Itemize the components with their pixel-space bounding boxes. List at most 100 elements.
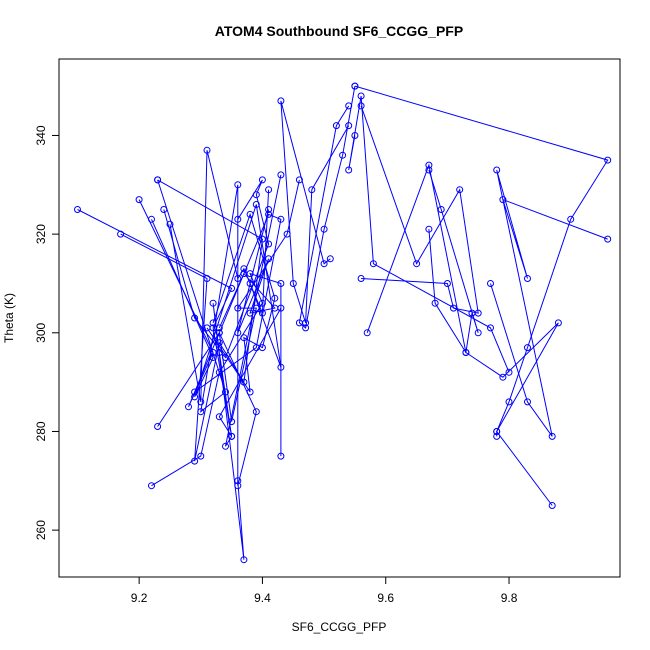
data-point xyxy=(493,166,501,174)
data-point xyxy=(308,186,316,194)
data-point xyxy=(215,329,223,337)
series-line xyxy=(169,150,270,402)
data-point xyxy=(277,97,285,105)
data-point xyxy=(258,176,266,184)
data-point xyxy=(277,280,285,287)
data-point xyxy=(277,171,285,179)
series-line xyxy=(120,179,263,462)
data-point xyxy=(222,442,229,450)
data-point xyxy=(604,235,612,243)
data-point xyxy=(74,206,81,213)
data-point xyxy=(524,344,531,352)
data-point xyxy=(604,156,612,164)
chart-title: ATOM4 Southbound SF6_CCGG_PFP xyxy=(215,23,463,39)
data-point xyxy=(357,275,365,282)
data-point xyxy=(277,215,285,223)
data-point xyxy=(265,255,273,263)
data-point xyxy=(228,418,236,426)
series-line xyxy=(366,163,559,437)
data-point xyxy=(209,319,217,327)
y-axis-label: Theta (K) xyxy=(2,293,16,343)
data-point xyxy=(154,423,162,430)
data-point xyxy=(240,270,248,278)
data-point xyxy=(450,304,457,312)
data-point xyxy=(252,201,260,208)
data-point xyxy=(425,225,433,233)
data-point xyxy=(505,368,513,376)
data-point xyxy=(222,354,229,361)
data-point xyxy=(413,260,421,268)
data-point xyxy=(215,324,223,332)
data-point xyxy=(240,334,248,342)
data-point xyxy=(493,432,501,440)
data-point xyxy=(148,482,155,490)
data-point xyxy=(339,151,347,159)
data-point xyxy=(191,393,199,401)
x-tick-label: 9.4 xyxy=(254,591,271,605)
data-point xyxy=(302,324,310,332)
x-tick-label: 9.2 xyxy=(131,591,148,605)
series-line xyxy=(157,179,257,486)
data-point xyxy=(283,230,291,238)
data-point xyxy=(345,102,353,110)
data-point xyxy=(265,210,273,218)
data-point xyxy=(277,452,285,460)
data-point xyxy=(258,235,266,243)
data-point xyxy=(265,240,273,248)
data-point xyxy=(203,324,211,332)
series-line xyxy=(212,174,282,560)
data-point xyxy=(234,275,242,282)
data-point xyxy=(468,309,476,317)
data-point xyxy=(246,210,254,218)
data-point xyxy=(326,255,334,263)
data-point xyxy=(487,280,494,287)
data-point xyxy=(351,132,359,139)
data-point xyxy=(548,502,556,509)
series-line xyxy=(138,199,282,408)
data-point xyxy=(295,176,303,184)
series-line xyxy=(206,212,276,393)
data-point xyxy=(234,329,242,337)
data-point xyxy=(117,230,125,238)
data-point xyxy=(425,166,433,174)
data-point xyxy=(265,206,273,213)
data-point xyxy=(258,299,266,307)
data-point xyxy=(351,82,359,90)
x-axis-label: SF6_CCGG_PFP xyxy=(292,620,387,634)
data-point xyxy=(425,161,433,169)
data-point xyxy=(345,122,353,130)
series-line xyxy=(490,169,608,437)
data-point xyxy=(209,354,217,361)
data-point xyxy=(215,368,223,376)
data-point xyxy=(462,349,470,356)
series-line xyxy=(298,86,356,329)
data-point xyxy=(197,408,205,416)
data-point xyxy=(234,181,242,189)
plot-frame xyxy=(58,58,621,578)
data-point xyxy=(234,477,242,485)
y-tick-label: 280 xyxy=(34,421,48,441)
data-point xyxy=(567,215,575,223)
data-point xyxy=(357,102,365,110)
series-line xyxy=(163,179,270,359)
data-point xyxy=(203,146,211,154)
data-point xyxy=(215,339,223,347)
data-point xyxy=(258,309,266,317)
data-point xyxy=(252,304,260,312)
data-point xyxy=(252,408,260,416)
data-point xyxy=(246,309,254,317)
data-point xyxy=(154,176,162,184)
data-point xyxy=(240,378,248,386)
x-axis: 9.2 9.4 9.6 9.8 xyxy=(131,577,518,605)
data-point xyxy=(357,92,365,100)
data-point xyxy=(234,215,242,223)
data-point xyxy=(234,304,242,312)
data-point xyxy=(228,284,236,292)
data-point xyxy=(271,304,279,312)
data-point xyxy=(369,260,377,268)
data-point xyxy=(166,220,174,228)
data-point xyxy=(240,265,248,273)
data-point xyxy=(474,329,482,337)
y-tick-label: 320 xyxy=(34,224,48,244)
